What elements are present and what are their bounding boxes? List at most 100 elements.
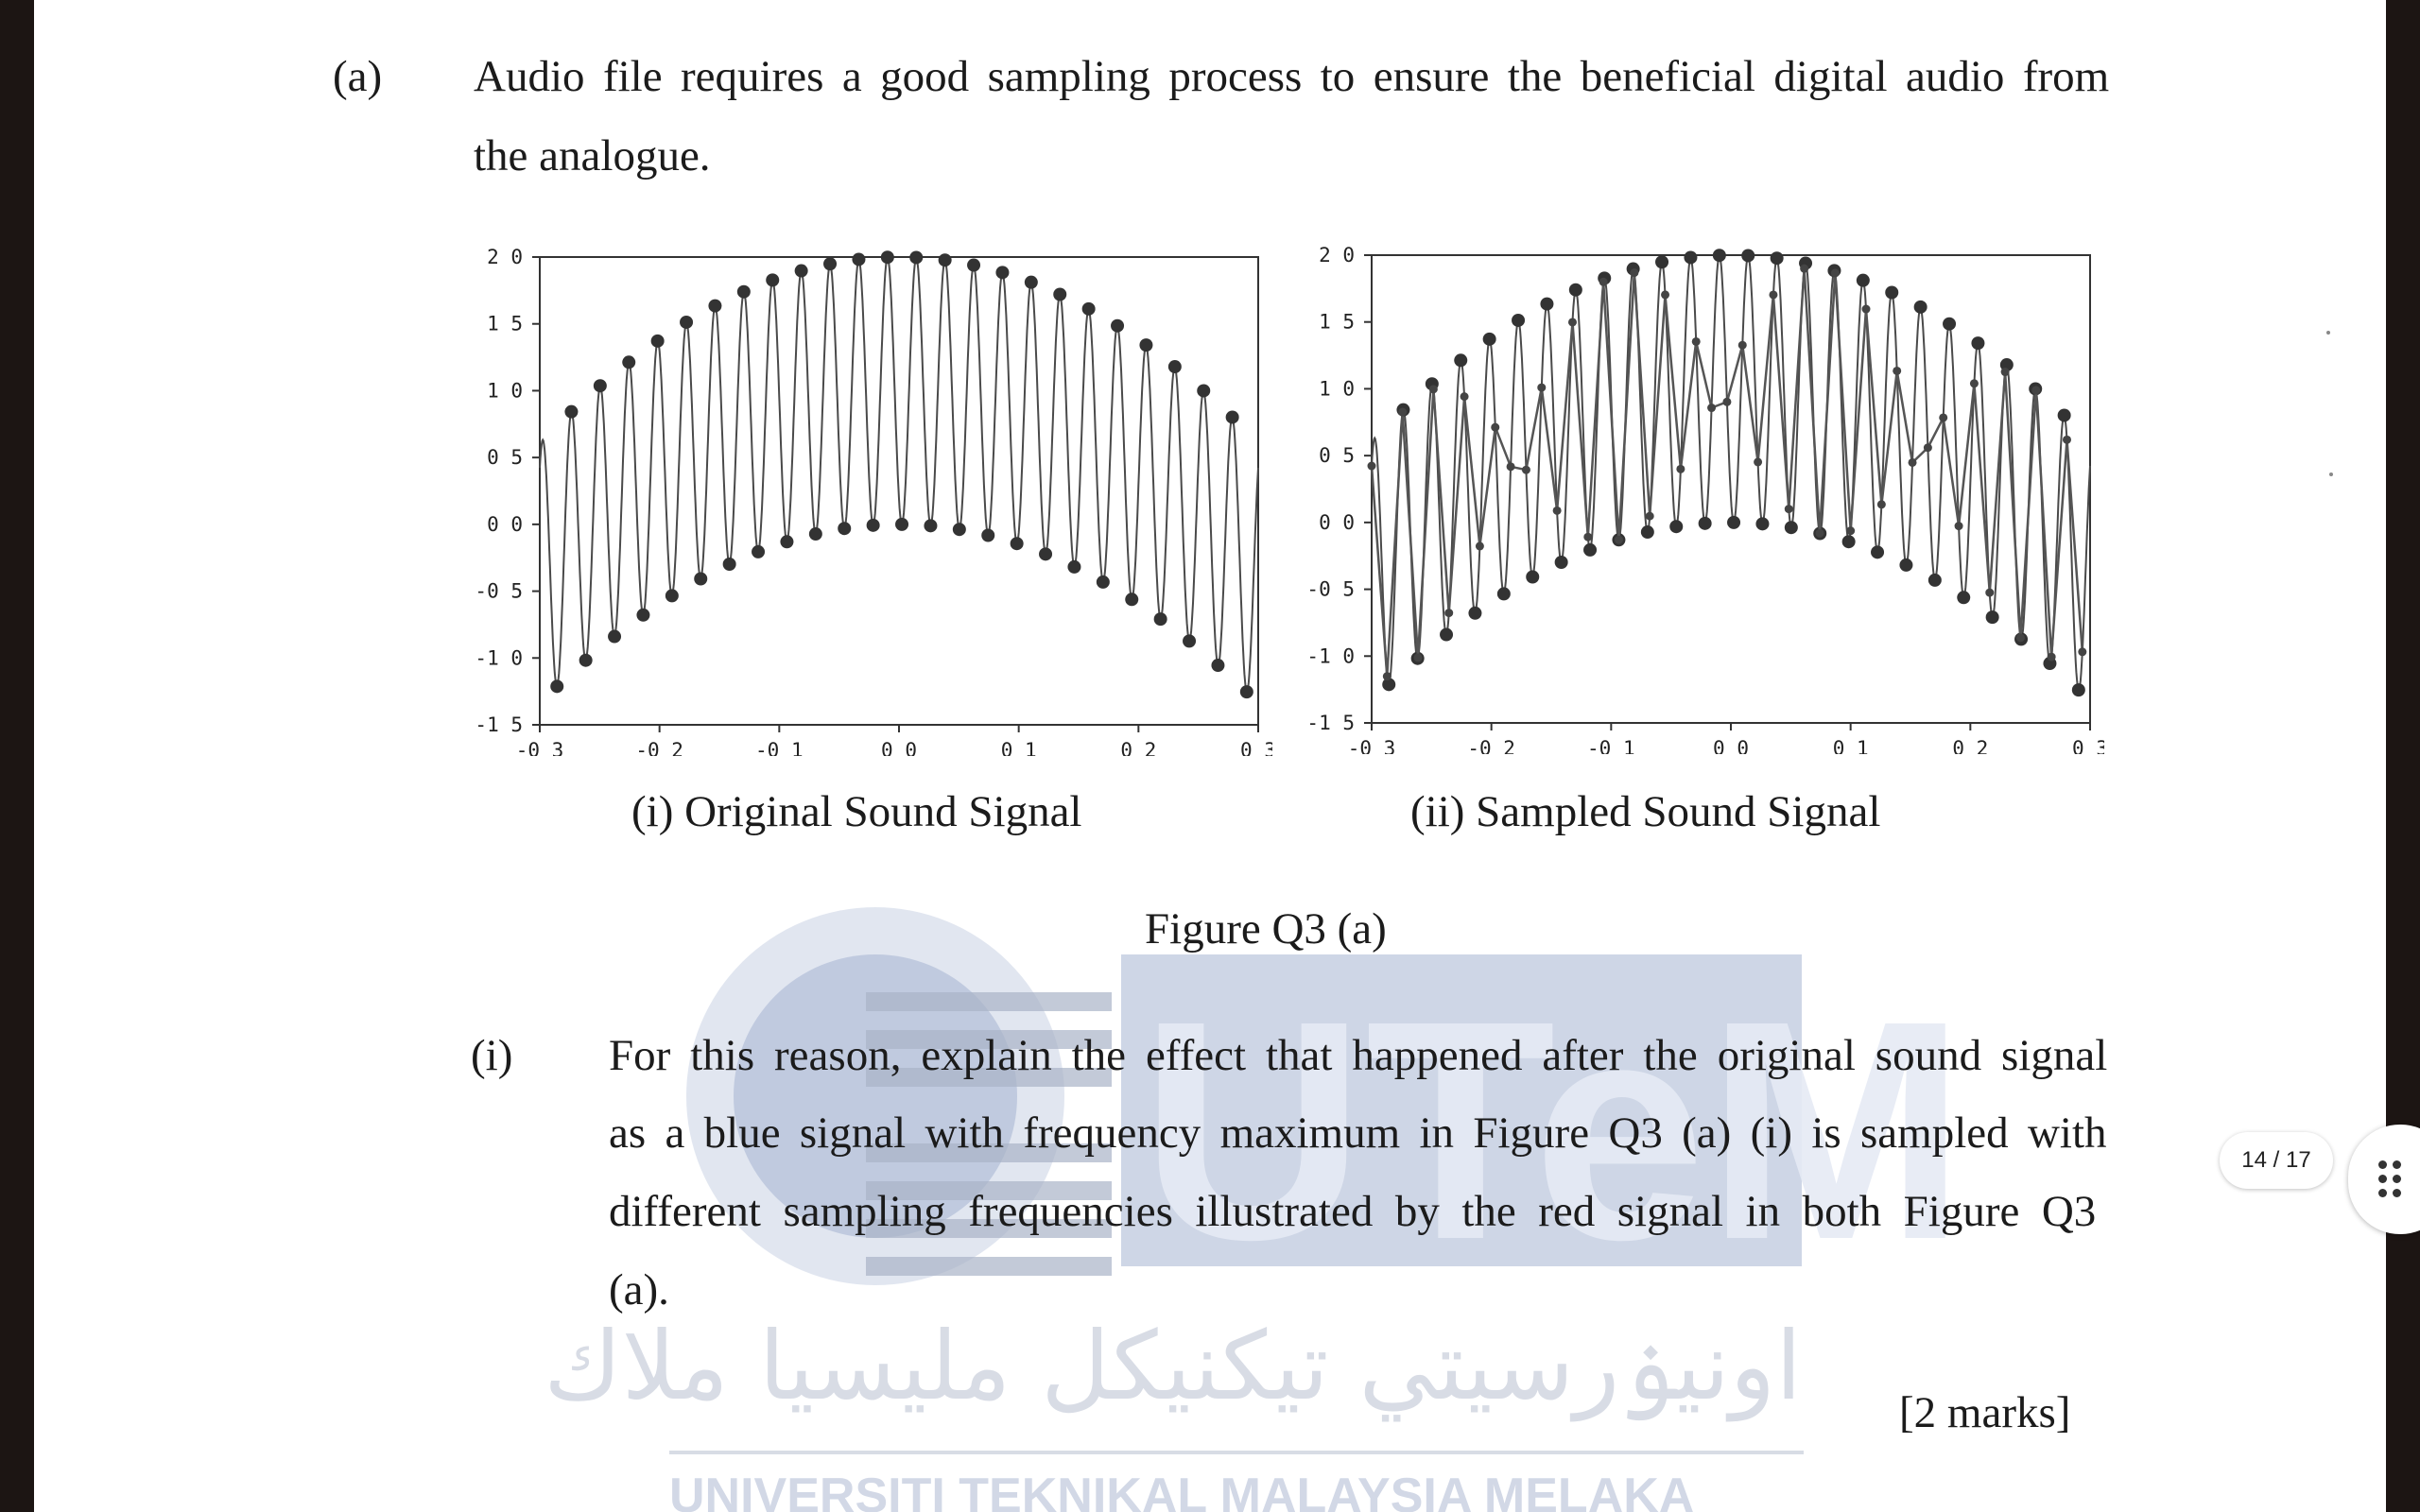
sample-point (1153, 612, 1167, 627)
y-tick-label: 1 5 (487, 313, 523, 335)
x-tick-label: 0 2 (1120, 739, 1156, 756)
sampled-point (1737, 340, 1747, 350)
sampled-point (2062, 435, 2071, 444)
sampled-point (1615, 535, 1624, 544)
sample-point (981, 528, 995, 542)
sample-point (579, 653, 593, 667)
sampled-point (1846, 526, 1856, 536)
sampled-point (1861, 304, 1871, 314)
x-tick-label: 0 0 (881, 739, 917, 756)
sampled-point (2078, 647, 2087, 657)
sample-point (1741, 249, 1755, 263)
sample-point (1211, 659, 1225, 673)
x-tick-label: 0 2 (1952, 737, 1988, 754)
sample-point (808, 527, 822, 541)
y-tick-label: 0 0 (1319, 511, 1355, 534)
sampled-point (1691, 336, 1701, 346)
sub-line: (a). (609, 1265, 669, 1314)
sample-point (1554, 556, 1568, 570)
sampled-point (1923, 443, 1932, 453)
intro-line: Audio file requires a good sampling proc… (474, 52, 2110, 101)
sampled-point (1475, 541, 1484, 551)
sample-point (593, 379, 607, 393)
sampled-point (1521, 465, 1530, 474)
sample-point (2071, 683, 2085, 697)
sample-point (1039, 547, 1053, 561)
page-indicator: 14 / 17 (2220, 1132, 2333, 1189)
x-tick-label: -0 1 (755, 739, 804, 756)
chart-caption: (ii) Sampled Sound Signal (1410, 787, 1881, 836)
sample-point (550, 679, 564, 694)
sample-point (780, 535, 794, 549)
x-tick-label: 0 3 (2072, 737, 2104, 754)
sampled-point (1908, 457, 1917, 467)
x-tick-label: 0 1 (1001, 739, 1037, 756)
sample-point (1139, 338, 1153, 352)
sample-point (967, 258, 981, 272)
sample-point (1568, 283, 1582, 297)
sample-point (722, 558, 736, 572)
sampled-point (1661, 290, 1670, 300)
sample-point (1081, 301, 1096, 316)
x-tick-label: -0 1 (1587, 737, 1635, 754)
y-tick-label: 0 0 (487, 513, 523, 536)
sample-point (1440, 627, 1454, 642)
sub-line: different sampling frequencies illustrat… (609, 1187, 2097, 1236)
sampled-point (1939, 413, 1948, 422)
sample-point (1856, 273, 1870, 287)
sample-point (952, 523, 966, 537)
sample-point (708, 299, 722, 313)
sample-point (1496, 587, 1511, 601)
sample-point (1913, 300, 1927, 314)
sampled-point (1382, 672, 1392, 681)
sample-point (909, 250, 924, 265)
sampled-point (1567, 318, 1577, 327)
sample-point (1382, 678, 1396, 692)
sample-point (564, 404, 579, 419)
sample-point (1698, 516, 1712, 530)
sample-point (608, 629, 622, 644)
sampled-point (1599, 277, 1608, 286)
sample-point (1540, 297, 1554, 311)
sample-point (1727, 515, 1741, 529)
sampled-point (2015, 633, 2025, 643)
sample-point (1239, 685, 1253, 699)
sampled-point (1398, 407, 1408, 417)
sampled-signal-chart: 2 0 1 5 1 0 0 5 0 0 -0 5 -1 0 -1 5 -0 3 -0 2 -0 1 0… (1272, 244, 2108, 760)
sample-point (1927, 573, 1942, 587)
y-tick-label: 1 5 (1319, 311, 1355, 334)
sampled-point (1537, 383, 1547, 392)
sample-point (1067, 559, 1081, 574)
document-page: UTeM اونيۏرسيتي تيکنيکل مليسيا ملاك UNIV… (34, 0, 2386, 1512)
sample-point (1770, 251, 1784, 266)
sample-point (1669, 520, 1684, 534)
sample-point (1899, 558, 1913, 572)
sample-point (1841, 535, 1856, 549)
y-tick-label: 0 5 (487, 446, 523, 469)
sample-point (823, 257, 838, 271)
drag-handle-button[interactable] (2348, 1125, 2420, 1234)
x-tick-label: 0 0 (1713, 737, 1749, 754)
sample-point (736, 284, 751, 299)
original-signal-chart: 2 0 1 5 1 0 0 5 0 0 -0 5 -1 0 -1 5 -0 3 -0 2 -0 1 0… (441, 246, 1276, 762)
sample-point (1454, 353, 1468, 368)
sample-point (1482, 332, 1496, 346)
sampled-point (1954, 522, 1963, 531)
part-label: (a) (333, 52, 383, 101)
speck (2326, 331, 2330, 335)
y-tick-label: -1 5 (475, 713, 523, 736)
sample-point (1010, 537, 1024, 551)
sampled-point (1413, 653, 1423, 662)
sample-point (680, 315, 694, 329)
drag-handle-icon (2378, 1160, 2401, 1198)
sample-point (1053, 287, 1067, 301)
sample-point (2057, 408, 2071, 422)
sampled-point (1583, 532, 1593, 541)
sample-point (924, 519, 938, 533)
x-tick-label: -0 2 (635, 739, 683, 756)
sample-point (1225, 410, 1239, 424)
sample-point (852, 252, 866, 266)
sample-point (1684, 250, 1698, 265)
sampled-point (1969, 379, 1979, 388)
sample-point (766, 273, 780, 287)
